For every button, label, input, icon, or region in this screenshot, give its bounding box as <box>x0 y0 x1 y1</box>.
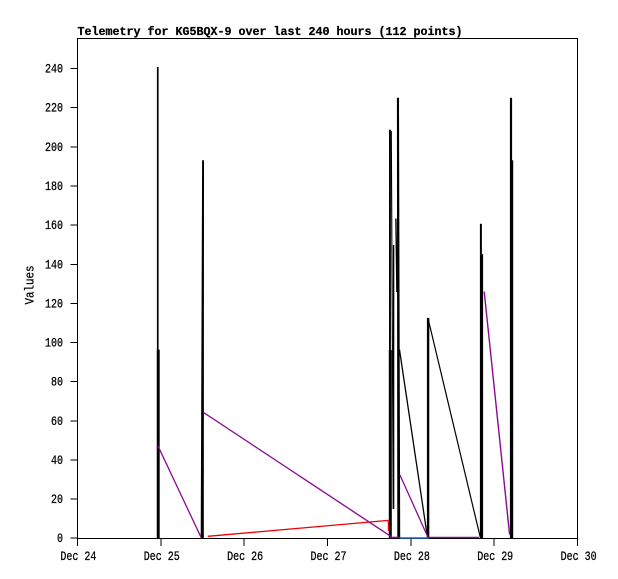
svg-text:180: 180 <box>45 179 63 194</box>
svg-text:240: 240 <box>45 62 63 77</box>
svg-text:40: 40 <box>51 453 63 468</box>
svg-text:100: 100 <box>45 336 63 351</box>
svg-text:Dec 30: Dec 30 <box>561 549 597 564</box>
svg-text:Dec 26: Dec 26 <box>227 549 263 564</box>
svg-text:Dec 25: Dec 25 <box>144 549 180 564</box>
svg-text:60: 60 <box>51 414 63 429</box>
svg-text:140: 140 <box>45 257 63 272</box>
svg-text:120: 120 <box>45 296 63 311</box>
svg-text:80: 80 <box>51 375 63 390</box>
svg-text:Dec 29: Dec 29 <box>477 549 513 564</box>
svg-text:Telemetry for KG5BQX-9 over la: Telemetry for KG5BQX-9 over last 240 hou… <box>78 25 463 39</box>
svg-text:20: 20 <box>51 492 63 507</box>
svg-text:Dec 24: Dec 24 <box>60 549 96 564</box>
svg-text:0: 0 <box>57 531 63 546</box>
svg-text:220: 220 <box>45 101 63 116</box>
svg-text:160: 160 <box>45 218 63 233</box>
svg-text:Values: Values <box>24 266 38 305</box>
svg-text:Dec 27: Dec 27 <box>311 549 347 564</box>
svg-text:Dec 28: Dec 28 <box>394 549 430 564</box>
svg-text:200: 200 <box>45 140 63 155</box>
